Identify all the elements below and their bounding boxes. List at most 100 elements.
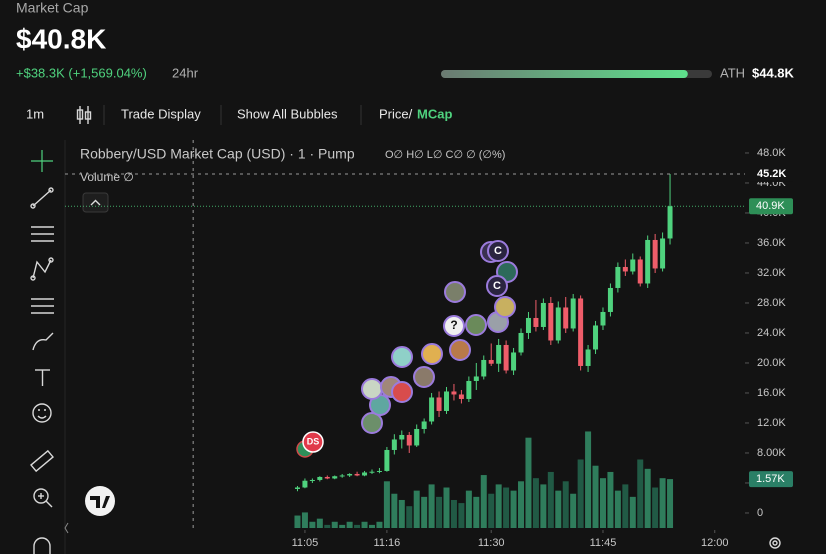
candle-body [525,317,531,333]
ath-value: $44.8K [752,65,795,80]
y-tick-label: 48.0K [757,147,786,159]
text-tool[interactable] [35,369,50,386]
candle-body [496,344,502,364]
volume-bar [555,490,562,528]
candle-body [324,476,330,479]
brush-tool[interactable] [32,332,54,351]
mcap-toggle[interactable]: MCap [417,106,452,121]
header-value: $40.8K [16,23,106,54]
volume-bar [301,512,308,528]
candle-body [481,359,487,377]
fib-tool[interactable] [31,226,54,242]
candle-body [488,359,494,364]
x-tick-label: 11:45 [590,537,617,549]
volume-bar [406,506,413,528]
volume-legend: Volume ∅ [80,170,134,184]
y-tick-label: 12.0K [757,417,786,429]
header-change: +$38.3K (+1,569.04%) [16,65,147,80]
volume-bar [331,521,338,528]
volume-bar [667,479,674,528]
candle-body [600,311,606,326]
candle-body [548,302,554,341]
candle-body [406,434,412,446]
candle-body [444,391,450,411]
ohlc-legend: O∅ H∅ L∅ C∅ ∅ (∅%) [385,149,505,161]
volume-bar [652,487,659,528]
candle-body [555,307,561,341]
crosshair-label: 45.2K [757,168,786,180]
bubble-label: C [494,245,502,257]
candle-body [391,439,397,450]
collapse-arrow[interactable] [64,522,69,534]
candle-body [429,397,435,422]
pattern-tool[interactable] [30,257,54,281]
volume-bar [614,490,621,528]
volume-bar [518,481,525,528]
y-tick-label: 36.0K [757,237,786,249]
candle-body [533,317,539,327]
labeled-bubbles: DS C C ? [296,240,509,458]
volume-bar [376,521,383,528]
volume-bar [570,493,577,528]
candle-body [362,472,368,476]
y-tick-label: 28.0K [757,297,786,309]
candle-body [585,349,591,366]
volume-bar [294,515,301,528]
last-price-label: 40.9K [756,200,785,212]
candle-body [466,380,472,399]
interval-button[interactable]: 1m [26,106,44,121]
volume-bar [413,490,420,528]
crosshair-label-box [747,165,793,182]
emoji-tool[interactable] [32,403,52,423]
volume-bar [309,521,316,528]
volume-bar [525,437,532,528]
candle-body [294,487,300,489]
price-toggle[interactable]: Price/ [379,106,413,121]
candle-body [473,376,479,381]
candle-body [667,206,673,239]
volume-bar [450,499,457,528]
last-volume-box [749,471,793,488]
candle-body [511,352,517,371]
candle-body [458,394,464,399]
volume-bar [421,496,428,528]
candle-type-button[interactable] [76,106,92,124]
y-tick-label: 8.00K [757,447,786,459]
forecast-tool[interactable] [31,298,54,314]
trade-display-button[interactable]: Trade Display [121,106,201,121]
candle-body [637,259,643,284]
settings-button[interactable] [769,537,781,549]
volume-bar [585,431,592,528]
crosshair-tool[interactable] [31,150,53,172]
trend-line-tool[interactable] [30,187,54,209]
volume-bar [443,487,450,528]
volume-bar [599,478,606,528]
candle-body [332,476,338,479]
zoom-tool[interactable] [33,488,53,508]
volume-bar [592,465,599,528]
plot: 04.00K8.00K12.0K16.0K20.0K24.0K28.0K32.0… [65,140,793,549]
volume-bar [480,475,487,528]
volume-bar [428,484,435,528]
bubble [486,275,508,297]
ruler-tool[interactable] [30,449,54,473]
candle-body [317,476,323,480]
candle-body [302,480,308,488]
bubble [443,315,465,337]
header-label: Market Cap [16,0,89,16]
candle-body [570,298,576,329]
candle-body [339,475,345,477]
volume-bar [495,484,502,528]
legend-toggle[interactable] [82,192,109,213]
candle-body [660,238,666,269]
drawing-tools [30,150,54,554]
volume-bar [659,478,666,528]
magnet-tool[interactable] [33,537,51,554]
candle-body [436,397,442,411]
logo [85,486,115,516]
x-tick-label: 11:16 [374,537,401,549]
bubbles-button[interactable]: Show All Bubbles [237,106,338,121]
volume-bar [398,499,405,528]
volume-bar [562,481,569,528]
x-tick-label: 12:00 [701,537,729,549]
